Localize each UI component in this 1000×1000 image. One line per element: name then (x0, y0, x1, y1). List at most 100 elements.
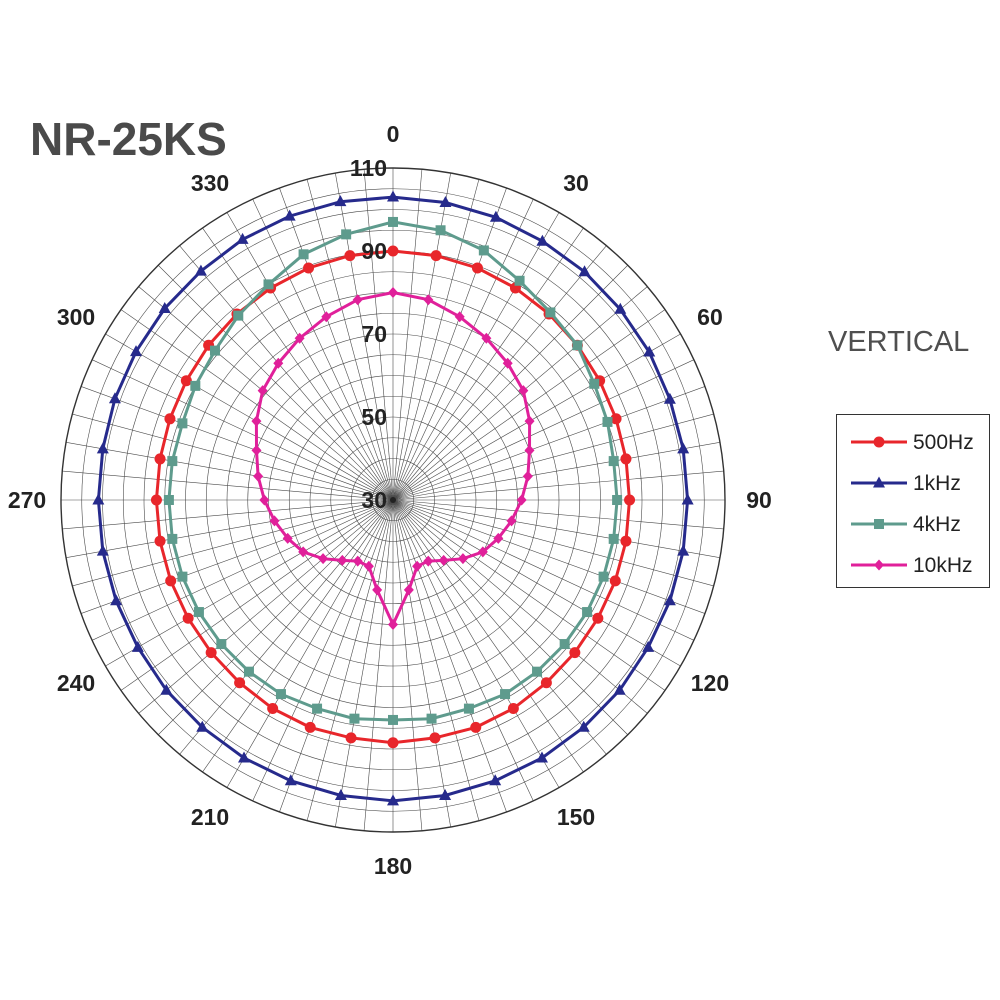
data-point-4khz (602, 416, 613, 427)
grid-ring (288, 395, 498, 605)
data-point-1khz (663, 392, 676, 404)
data-point-500hz (569, 647, 581, 659)
legend: 500Hz 1kHz 4kHz 10kHz (836, 414, 990, 588)
legend-item-10khz: 10kHz (837, 550, 991, 580)
data-point-500hz (470, 721, 482, 733)
data-point-10khz (253, 470, 264, 482)
data-point-4khz (478, 245, 489, 256)
data-point-4khz (163, 495, 174, 505)
data-point-1khz (160, 683, 173, 695)
legend-swatch-500hz (851, 436, 907, 448)
data-point-4khz (263, 279, 274, 290)
data-point-10khz (403, 584, 414, 596)
data-point-1khz (196, 720, 209, 732)
angle-tick-label: 30 (563, 170, 589, 196)
radial-tick-label: 30 (361, 487, 387, 513)
data-point-1khz (131, 640, 144, 652)
data-point-10khz (372, 584, 383, 596)
data-point-10khz (294, 332, 305, 344)
legend-marker (874, 559, 884, 571)
grid-ring (351, 458, 435, 542)
data-point-10khz (251, 444, 262, 456)
data-point-1khz (387, 190, 399, 202)
legend-swatch-1khz (851, 476, 907, 488)
angle-tick-label: 300 (57, 304, 95, 330)
data-point-10khz (438, 554, 449, 566)
data-point-500hz (620, 453, 632, 465)
data-point-1khz (439, 195, 452, 207)
legend-swatch-10khz (851, 559, 907, 571)
polar-grid (60, 167, 726, 833)
radial-tick-label: 110 (350, 155, 387, 181)
data-point-500hz (344, 250, 356, 262)
grid-ring (226, 333, 560, 667)
data-point-10khz (493, 532, 504, 544)
data-point-10khz (477, 546, 488, 558)
angle-tick-label: 180 (374, 853, 412, 879)
data-point-10khz (518, 385, 529, 397)
tick-labels: 0 30 60 90 120 150 180 210 240 270 300 330 30 50 70 90 1… (8, 121, 772, 879)
radial-tick-label: 90 (361, 238, 387, 264)
grid-ring (309, 416, 477, 584)
angle-tick-label: 60 (697, 304, 723, 330)
angle-tick-label: 210 (191, 804, 229, 830)
grid-ring (205, 312, 581, 688)
data-point-10khz (454, 311, 465, 323)
data-point-1khz (642, 640, 655, 652)
data-point-10khz (251, 415, 262, 427)
data-point-1khz (194, 264, 207, 276)
data-point-500hz (154, 535, 166, 547)
data-point-4khz (177, 418, 188, 429)
series-1khz (92, 190, 694, 806)
data-point-4khz (435, 225, 446, 236)
data-point-1khz (92, 493, 105, 505)
data-point-10khz (273, 357, 284, 369)
series-4khz (163, 216, 623, 725)
data-point-1khz (536, 234, 549, 246)
data-point-1khz (577, 720, 590, 732)
series-10khz (251, 287, 535, 630)
data-point-500hz (430, 250, 442, 262)
grid-ring (81, 188, 705, 812)
data-point-1khz (334, 195, 347, 207)
orientation-label: VERTICAL (828, 326, 970, 358)
data-point-1khz (158, 301, 171, 313)
data-point-500hz (205, 647, 217, 659)
data-point-10khz (388, 287, 398, 298)
data-point-1khz (535, 751, 548, 763)
data-point-4khz (598, 571, 609, 582)
data-point-10khz (423, 555, 434, 567)
data-point-500hz (180, 375, 192, 387)
data-point-500hz (182, 612, 194, 624)
data-point-1khz (677, 544, 690, 556)
data-point-1khz (439, 788, 452, 800)
data-point-1khz (677, 442, 690, 454)
data-point-1khz (108, 392, 121, 404)
data-point-4khz (426, 713, 437, 724)
data-point-4khz (193, 607, 204, 618)
data-point-10khz (282, 532, 293, 544)
data-point-500hz (303, 262, 315, 274)
data-point-500hz (429, 732, 441, 744)
data-point-1khz (96, 442, 109, 454)
grid-ring (330, 437, 456, 563)
data-point-4khz (532, 666, 543, 677)
data-point-1khz (130, 345, 143, 357)
data-point-500hz (609, 575, 621, 587)
data-point-1khz (238, 751, 251, 763)
angle-tick-label: 0 (387, 121, 400, 147)
data-point-4khz (275, 689, 286, 700)
radial-tick-label: 50 (361, 404, 387, 430)
legend-marker (874, 519, 884, 529)
data-point-1khz (96, 544, 109, 556)
legend-item-1khz: 1kHz (837, 468, 991, 498)
data-point-500hz (507, 702, 519, 714)
data-point-500hz (471, 262, 483, 274)
legend-label-1khz: 1kHz (913, 472, 961, 495)
data-point-10khz (269, 515, 280, 527)
grid-ring (247, 354, 539, 646)
data-point-1khz (663, 594, 676, 606)
data-point-1khz (489, 774, 502, 786)
data-point-4khz (589, 378, 600, 389)
data-point-500hz (624, 494, 636, 506)
